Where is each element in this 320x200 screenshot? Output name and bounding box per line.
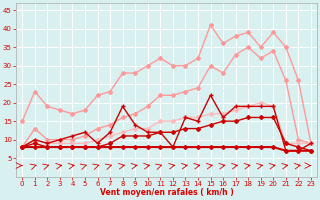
X-axis label: Vent moyen/en rafales ( km/h ): Vent moyen/en rafales ( km/h ) — [100, 188, 234, 197]
